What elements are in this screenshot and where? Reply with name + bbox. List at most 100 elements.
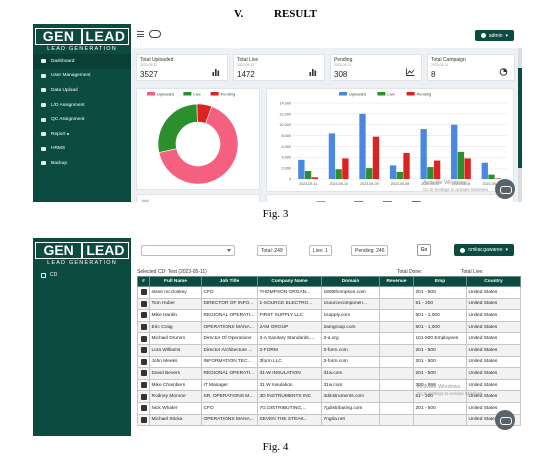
donut-slice-live [157,103,198,153]
profile-icon[interactable] [140,416,147,423]
profile-icon[interactable] [140,300,147,307]
menu-icon [41,117,46,122]
column-header[interactable]: Company Name [257,276,322,287]
user-menu-button[interactable]: admin ▾ [474,30,514,41]
stat-title: Total Uploaded [140,57,174,63]
stat-date: 2023-05-11 [334,63,352,67]
sidebar-item-cd[interactable]: CD [41,272,57,278]
table-row[interactable]: Eric Craig OPERATIONS MANA... 2AM GROUP 2am… [137,320,521,334]
assistant-badge-icon[interactable] [495,410,515,430]
cd-select[interactable] [141,245,235,256]
table-cell: SEVEN THE STEAK... [257,413,322,427]
column-header[interactable]: Emp [413,276,467,287]
table-cell: 1-SOURCE ELECTRO... [257,297,322,311]
selected-cd-label: Selected CD: Test (2023-05-11) [137,269,207,275]
profile-icon[interactable] [140,335,147,342]
sidebar-item-qc-assignment[interactable]: QC Assignment [33,112,131,127]
table-cell: United States [466,355,521,369]
assistant-badge-icon[interactable] [495,179,515,199]
profile-icon[interactable] [140,289,147,296]
sidebar-item-data-upload[interactable]: Data Upload [33,83,131,98]
figure-3-dashboard: GEN LEAD LEAD GENERATION Dashboard User M… [33,24,522,202]
column-header[interactable]: # [137,276,150,287]
table-row[interactable]: Tom Huber DIRECTOR OF INFO... 1-SOURCE ELE… [137,297,521,311]
table-row[interactable]: David Bevers REGIONAL OPERATI... 31-W INSU… [137,367,521,380]
column-header[interactable]: Country [466,276,521,287]
table-cell [379,401,414,415]
table-cell: 201 - 500 [413,355,467,369]
sidebar-item-backup[interactable]: Backup [33,156,131,171]
row-action-cell[interactable] [137,286,150,299]
sidebar-item-dashboard[interactable]: Dashboard [33,54,131,69]
profile-icon[interactable] [140,347,147,354]
logo: GEN LEAD [35,242,129,259]
donut-slice-uploaded [158,106,239,185]
profile-icon[interactable] [140,312,147,319]
profile-icon[interactable] [140,405,147,412]
go-button[interactable]: Go [417,244,431,256]
profile-icon[interactable] [140,370,147,377]
sidebar-item-user-management[interactable]: User Management [33,69,131,84]
legend-label: Uploaded [327,202,343,203]
sidebar-item-hrms[interactable]: HRMS [33,142,131,157]
table-cell: REGIONAL OPERATI... [201,309,258,322]
row-action-cell[interactable] [137,320,150,334]
table-row[interactable]: Michael Drumm Director Of Operations 3-A S… [137,332,521,345]
bar-live [488,174,495,179]
row-action-cell[interactable] [137,367,150,380]
total-pill: Total: 249 [257,245,287,256]
table-row[interactable]: Lora Williams Director Architecture ... 3-… [137,343,521,357]
row-action-cell[interactable] [137,297,150,311]
table-cell: 101-500 Employees [413,332,467,345]
second-chart-legend-panel: Uploaded Live Fres qualified [266,194,514,202]
row-action-cell[interactable] [137,309,150,322]
table-cell: INFORMATION TEC... [201,355,258,369]
profile-icon[interactable] [140,358,147,365]
row-action-cell[interactable] [137,413,150,427]
second-chart-legend: Uploaded Live Fres qualified [316,201,436,203]
column-header[interactable]: Job Title [201,276,258,287]
profile-icon[interactable] [140,323,147,330]
column-header[interactable]: Revenue [379,276,414,287]
sidebar-item-l-d-assignment[interactable]: L/D Assignment [33,98,131,113]
table-cell: 3-a.org [321,332,380,345]
hamburger-icon[interactable] [137,31,144,37]
column-header[interactable]: Domain [321,276,380,287]
table-row[interactable]: Michael Sticka OPERATIONS MANA... SEVEN TH… [137,413,521,427]
legend-swatch [183,92,192,96]
profile-icon[interactable] [140,381,147,388]
row-action-cell[interactable] [137,378,150,392]
table-row[interactable]: steve mccloskey CFO THOMPSON ORGAN... 1800t… [137,286,521,299]
x-tick-label: 2023-05-05 [483,182,501,186]
table-cell: FIRST SUPPLY LLC [257,309,322,322]
logo-tagline: LEAD GENERATION [47,46,117,52]
table-row[interactable]: Mike Hardin REGIONAL OPERATI... FIRST SUPP… [137,309,521,322]
table-row[interactable]: Nick Whaler CFO 7G DISTRIBUTING,... 7gdistr… [137,401,521,415]
sidebar-item-report[interactable]: Report [33,127,131,142]
row-action-cell[interactable] [137,332,150,345]
row-action-cell[interactable] [137,390,150,403]
pie-chart-icon [499,68,508,76]
table-cell: Lora Williams [149,343,202,357]
bar-live [457,151,465,179]
row-action-cell[interactable] [137,343,150,357]
watermark-line-2: Go to Settings to activate Windows. [417,390,484,396]
scrollbar[interactable] [518,48,522,202]
profile-icon[interactable] [140,393,147,400]
cloud-icon [149,30,161,38]
row-action-cell[interactable] [137,401,150,415]
row-action-cell[interactable] [137,355,150,369]
watermark-line-1: Activate Windows [423,180,467,186]
logo: GEN LEAD [35,28,129,45]
table-cell [379,355,414,369]
table-row[interactable]: John Meeks INFORMATION TEC... 3form LLC 3-f… [137,355,521,369]
caret-down-icon: ▾ [505,247,508,253]
x-tick-label: 2023-05-11 [299,182,317,186]
column-header[interactable]: Full Name [149,276,202,287]
menu-icon [41,132,46,137]
x-tick-label: 2023-05-10 [330,182,348,186]
table-cell: 3-form.com [321,355,380,369]
table-cell [379,378,414,392]
legend-label: Live [387,91,395,96]
user-menu-button[interactable]: omkar.gawaree ▾ [454,244,514,256]
